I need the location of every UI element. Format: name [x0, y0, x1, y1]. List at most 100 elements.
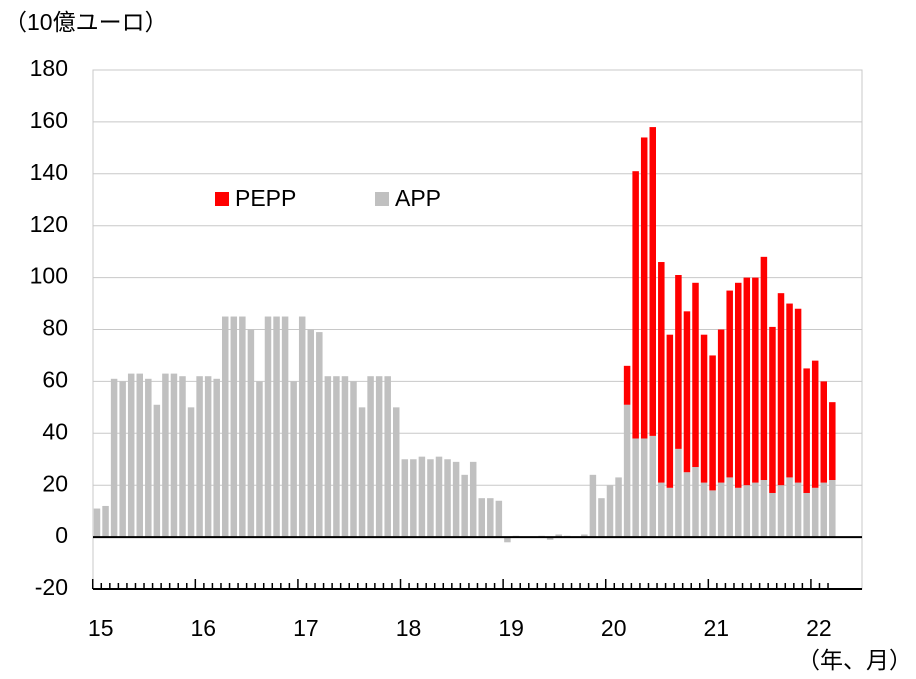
bar: [692, 282, 699, 468]
bar: [555, 534, 562, 538]
bar: [213, 378, 220, 538]
bar: [649, 127, 656, 436]
bar: [367, 376, 374, 538]
bar: [794, 308, 802, 483]
bar: [829, 402, 836, 481]
bar: [427, 459, 434, 538]
bar: [401, 459, 409, 538]
bar: [777, 293, 785, 486]
x-tick-label: 22: [806, 615, 832, 641]
bar: [752, 482, 759, 538]
bar: [598, 498, 605, 538]
bar: [298, 316, 306, 538]
bar: [495, 500, 503, 538]
bar: [615, 477, 622, 538]
bar: [700, 334, 708, 483]
x-tick-label: 16: [191, 615, 217, 641]
bar: [820, 482, 827, 538]
bar: [666, 334, 674, 488]
bar: [281, 316, 289, 538]
bar: [478, 498, 485, 538]
bar: [170, 373, 178, 538]
y-tick-label: 60: [42, 366, 68, 392]
bar: [811, 360, 819, 488]
y-tick-label: 100: [30, 263, 68, 289]
legend-swatch: [215, 192, 229, 206]
bar: [709, 355, 716, 491]
bar: [324, 376, 332, 538]
bar: [735, 282, 742, 488]
bar: [179, 376, 186, 538]
bar: [418, 456, 426, 538]
bar: [709, 490, 716, 538]
bar: [581, 534, 588, 538]
bar: [760, 480, 768, 538]
bar: [461, 474, 468, 538]
x-tick-label: 20: [601, 615, 627, 641]
bar: [640, 137, 648, 439]
bar: [623, 404, 631, 538]
bar: [375, 376, 383, 538]
bar: [803, 368, 810, 493]
bar: [341, 376, 349, 538]
bar: [803, 492, 810, 538]
bar: [794, 482, 802, 538]
bar: [196, 376, 203, 538]
bar: [358, 407, 366, 538]
bar: [127, 373, 135, 538]
bar: [469, 461, 477, 538]
bar: [546, 537, 554, 540]
bar: [829, 480, 836, 538]
bar: [239, 316, 246, 538]
y-tick-label: 20: [42, 470, 68, 496]
bar: [769, 492, 776, 538]
bar: [683, 472, 691, 538]
bar: [136, 373, 143, 538]
bar: [333, 376, 340, 538]
bar: [760, 256, 768, 481]
bar: [743, 277, 751, 486]
bar: [786, 303, 793, 478]
x-tick-label: 19: [498, 615, 524, 641]
bar: [256, 381, 263, 538]
bar: [102, 505, 109, 538]
y-tick-label: 0: [55, 522, 68, 548]
bar: [692, 467, 699, 538]
bar: [162, 373, 169, 538]
bar: [726, 290, 733, 478]
bar: [786, 477, 793, 538]
unit-label: （10億ユーロ）: [4, 9, 168, 35]
bar: [230, 316, 238, 538]
y-tick-label: 180: [30, 55, 68, 81]
bar: [264, 316, 272, 538]
bar: [675, 275, 682, 449]
bar: [452, 461, 460, 538]
x-tick-label: 18: [396, 615, 422, 641]
bar: [683, 311, 691, 473]
y-tick-label: 80: [42, 315, 68, 341]
bar: [247, 329, 255, 538]
bar: [675, 448, 682, 538]
bar: [726, 477, 733, 538]
bar: [307, 329, 314, 538]
y-tick-label: -20: [35, 574, 68, 600]
bar: [273, 316, 280, 538]
bar: [384, 376, 391, 538]
bar: [743, 485, 751, 538]
bar: [649, 435, 656, 538]
bar: [145, 378, 152, 538]
bar: [777, 485, 785, 538]
bar: [589, 474, 597, 538]
bar: [222, 316, 229, 538]
legend-label: PEPP: [235, 185, 296, 211]
bar: [119, 381, 126, 538]
bar: [487, 498, 494, 538]
y-tick-label: 40: [42, 418, 68, 444]
bar: [717, 329, 725, 483]
x-tick-label: 15: [88, 615, 114, 641]
x-axis-label: （年、月）: [797, 647, 912, 673]
bar: [435, 456, 443, 538]
bar: [110, 378, 118, 538]
bar: [632, 171, 639, 439]
bar: [658, 482, 665, 538]
